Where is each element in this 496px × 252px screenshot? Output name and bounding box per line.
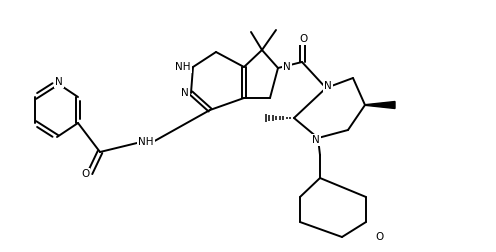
Text: N: N <box>324 81 332 91</box>
Text: NH: NH <box>176 62 191 72</box>
Text: N: N <box>283 62 291 72</box>
Polygon shape <box>365 102 395 109</box>
Text: N: N <box>312 135 320 145</box>
Text: N: N <box>181 88 189 98</box>
Text: O: O <box>300 34 308 44</box>
Text: N: N <box>55 77 63 87</box>
Text: O: O <box>81 169 89 179</box>
Text: O: O <box>376 232 384 242</box>
Text: NH: NH <box>138 137 154 147</box>
